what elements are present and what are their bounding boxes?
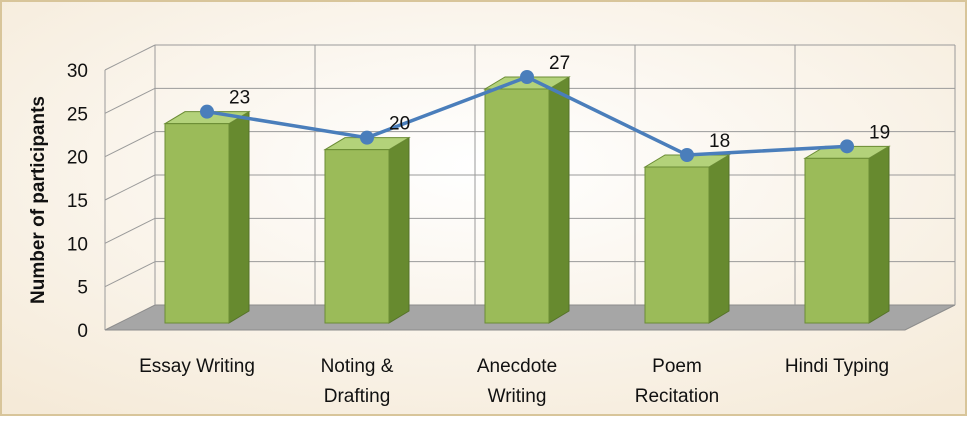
- y-tick-label: 25: [67, 104, 88, 125]
- line-point: [200, 104, 214, 119]
- x-tick-label: Poem Recitation: [635, 356, 720, 407]
- bar: [643, 154, 731, 324]
- y-tick-label: 15: [67, 191, 88, 212]
- x-tick-line: Hindi Typing: [785, 356, 889, 377]
- bar-front: [644, 166, 710, 324]
- bar-side: [388, 136, 410, 324]
- line-point: [360, 130, 374, 145]
- grid-line: [104, 87, 156, 114]
- y-tick-label: 0: [77, 321, 88, 342]
- grid-line: [104, 217, 156, 244]
- bar-side: [868, 145, 890, 324]
- x-tick-line: Noting &: [321, 356, 394, 377]
- x-tick-line: Drafting: [324, 386, 391, 407]
- data-label: 18: [709, 131, 730, 152]
- x-tick-line: Writing: [488, 386, 547, 407]
- line-point: [840, 139, 854, 154]
- y-tick-label: 30: [67, 61, 88, 82]
- data-label: 19: [869, 122, 890, 143]
- grid-line: [104, 44, 156, 71]
- line-point: [520, 70, 534, 84]
- x-tick-label: Essay Writing: [139, 356, 255, 377]
- y-tick-label: 10: [67, 234, 88, 255]
- x-tick-label: Noting & Drafting: [321, 356, 394, 407]
- x-tick-line: Anecdote: [477, 356, 557, 377]
- bar: [483, 76, 571, 324]
- bar-front: [164, 123, 230, 324]
- bar: [323, 136, 411, 324]
- bar-front: [804, 157, 870, 324]
- bar: [163, 110, 251, 324]
- bar-front: [324, 149, 390, 324]
- y-tick-label: 5: [77, 278, 88, 299]
- y-tick-label: 20: [67, 148, 88, 169]
- bar-side: [548, 76, 570, 324]
- bar-side: [228, 110, 250, 324]
- bar-side: [708, 154, 730, 324]
- bar-front: [484, 88, 550, 324]
- grid-line: [104, 174, 156, 201]
- bar: [803, 145, 891, 324]
- x-tick-line: Poem: [652, 356, 702, 377]
- y-axis-label: Number of participants: [28, 96, 49, 304]
- grid-line: [104, 131, 156, 158]
- x-tick-label: Anecdote Writing: [477, 356, 557, 407]
- x-tick-line: Essay Writing: [139, 356, 255, 377]
- grid-line: [104, 261, 156, 288]
- x-tick-label: Hindi Typing: [785, 356, 889, 377]
- x-tick-line: Recitation: [635, 386, 720, 407]
- line-point: [680, 148, 694, 162]
- data-label: 23: [229, 88, 250, 109]
- data-label: 20: [389, 114, 410, 135]
- data-label: 27: [549, 53, 570, 74]
